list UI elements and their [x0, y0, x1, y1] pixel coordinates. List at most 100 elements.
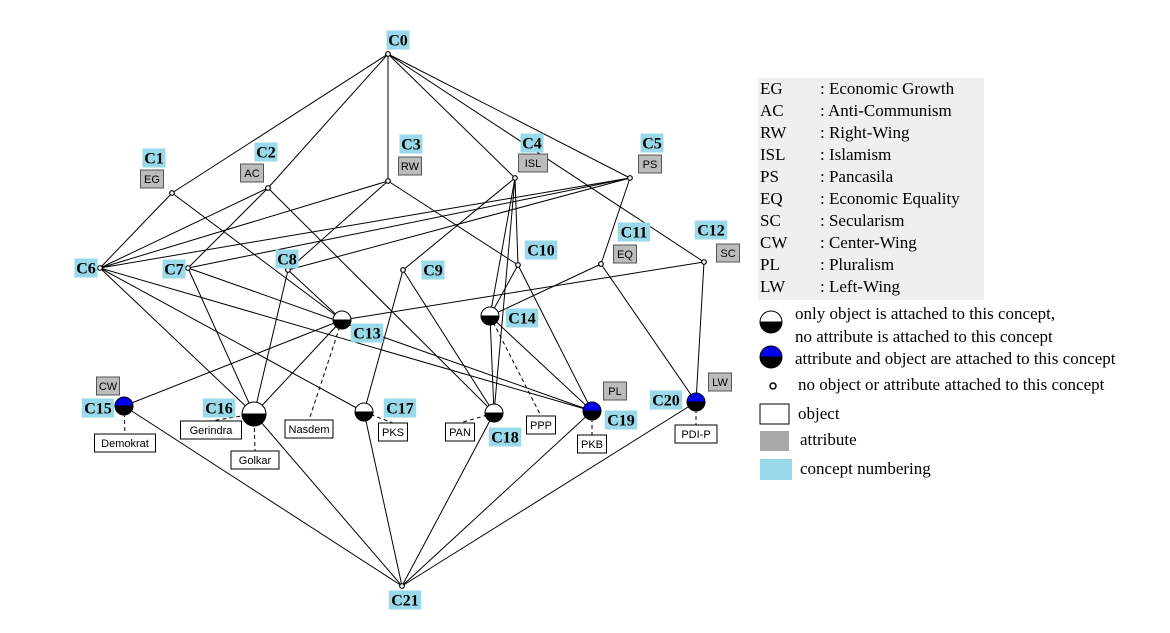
legend-abbreviation-list: EG: Economic Growth AC: Anti-Communism RW:… [760, 79, 960, 296]
legend-attribute-object-node-symbol [759, 345, 783, 369]
object-label: Gerindra [190, 425, 234, 437]
concept-number: C14 [508, 311, 536, 328]
attribute-box-sc: SC [716, 243, 740, 263]
legend-object-box-symbol [759, 403, 790, 425]
concept-node-c6 [97, 265, 103, 271]
object-label: Nasdem [289, 424, 330, 436]
attribute-box-ac: AC [240, 163, 264, 183]
concept-nodes [97, 51, 707, 589]
attribute-label: RW [401, 161, 420, 173]
legend-meaning-cw: : Center-Wing [820, 233, 917, 252]
legend-abbr-ps: PS [760, 167, 779, 186]
concept-node-c17 [354, 402, 374, 422]
legend-meaning-eq: : Economic Equality [820, 189, 960, 208]
legend-object-node-line1: only object is attached to this concept, [795, 304, 1055, 323]
legend-abbr-isl: ISL [760, 145, 786, 164]
legend-meaning-ac: : Anti-Communism [820, 101, 952, 120]
edge-c15-c21 [123, 405, 403, 587]
edge-c12-c20 [695, 261, 705, 403]
concept-label-c8: C8 [275, 249, 299, 269]
legend-concept-box-text: concept numbering [800, 459, 931, 478]
attribute-box-lw: LW [708, 372, 732, 392]
legend-attribute-object-node-text: attribute and object are attached to thi… [795, 349, 1116, 368]
edge-c13-c16 [253, 319, 343, 415]
concept-label-c7: C7 [162, 259, 186, 279]
edge-c5-c7 [187, 177, 631, 269]
concept-number: C16 [205, 401, 233, 418]
attribute-label: PL [608, 386, 621, 398]
attribute-box-pl: PL [603, 381, 627, 401]
concept-node-c1 [169, 190, 175, 196]
attribute-label: AC [244, 168, 259, 180]
object-label: PPP [530, 420, 552, 432]
concept-node-c0 [385, 51, 391, 57]
edge-c9-c18 [402, 269, 495, 414]
attribute-box-cw: CW [96, 376, 120, 396]
edge-c12-c13 [341, 261, 705, 321]
concept-number: C3 [401, 137, 421, 154]
concept-node-c3 [385, 178, 391, 184]
edge-c10-c14 [489, 264, 519, 317]
object-link-golkar [253, 413, 256, 452]
concept-number: C1 [144, 151, 164, 168]
concept-node-c5 [627, 175, 633, 181]
concept-label-c13: C13 [350, 323, 384, 343]
concept-number: C0 [388, 33, 408, 50]
object-box-pkb: PKB [577, 434, 607, 454]
legend-meaning-sc: : Secularism [820, 211, 905, 230]
object-link-nasdem [308, 319, 343, 421]
legend-object-node-line2: no attribute is attached to this concept [795, 327, 1053, 346]
edge-c5-c6 [99, 177, 631, 269]
edge-c7-c16 [187, 267, 255, 415]
edge-c2-c18 [267, 187, 495, 414]
concept-number: C9 [423, 263, 443, 280]
concept-number: C17 [386, 401, 414, 418]
concept-number: C6 [76, 261, 96, 278]
legend-abbr-eg: EG [760, 79, 783, 98]
concept-number: C15 [84, 401, 112, 418]
legend-attribute-box-symbol [760, 431, 789, 451]
attribute-box-ps: PS [638, 154, 662, 174]
concept-node-c2 [265, 185, 271, 191]
object-link-ppp [489, 315, 542, 417]
attribute-label: SC [720, 248, 735, 260]
legend-abbr-ac: AC [760, 101, 784, 120]
edge-c11-c14 [489, 263, 602, 317]
concept-number: C13 [353, 326, 381, 343]
object-box-pks: PKS [378, 422, 408, 442]
edge-c1-c13 [171, 192, 343, 321]
object-label: PKS [382, 427, 404, 439]
edge-c0-c5 [387, 53, 631, 179]
concept-label-c9: C9 [421, 260, 445, 280]
object-box-golkar: Golkar [230, 450, 280, 470]
edge-c16-c21 [253, 413, 403, 587]
attribute-object-boxes: EG AC RW ISL PS EQ SC CW PL LW Demokrat Gerindra Gol… [94, 153, 740, 470]
concept-number: C11 [621, 225, 648, 242]
edge-c18-c21 [401, 412, 495, 587]
object-link-pan [459, 412, 495, 424]
edge-c0-c4 [387, 53, 516, 179]
attribute-box-eg: EG [140, 169, 164, 189]
legend-concept-box-symbol [760, 459, 792, 480]
attribute-label: EQ [617, 249, 633, 261]
edge-c5-c8 [287, 177, 631, 271]
object-label: Golkar [239, 455, 272, 467]
concept-label-c1: C1 [142, 148, 166, 168]
attribute-label: EG [144, 174, 160, 186]
concept-label-c2: C2 [254, 142, 278, 162]
concept-label-c4: C4 [520, 133, 544, 153]
lattice-edges [99, 53, 705, 587]
legend-meaning-eg: : Economic Growth [820, 79, 955, 98]
legend-abbr-eq: EQ [760, 189, 783, 208]
object-label: PAN [449, 427, 471, 439]
legend-object-box-text: object [798, 404, 840, 423]
object-box-gerindra: Gerindra [180, 420, 242, 440]
object-box-pan: PAN [445, 422, 475, 442]
edge-c3-c6 [99, 180, 389, 269]
edge-c3-c8 [287, 180, 389, 271]
concept-number: C5 [642, 136, 662, 153]
edge-c5-c11 [600, 177, 631, 265]
concept-label-c12: C12 [694, 220, 728, 240]
legend-empty-node-text: no object or attribute attached to this … [798, 375, 1105, 394]
